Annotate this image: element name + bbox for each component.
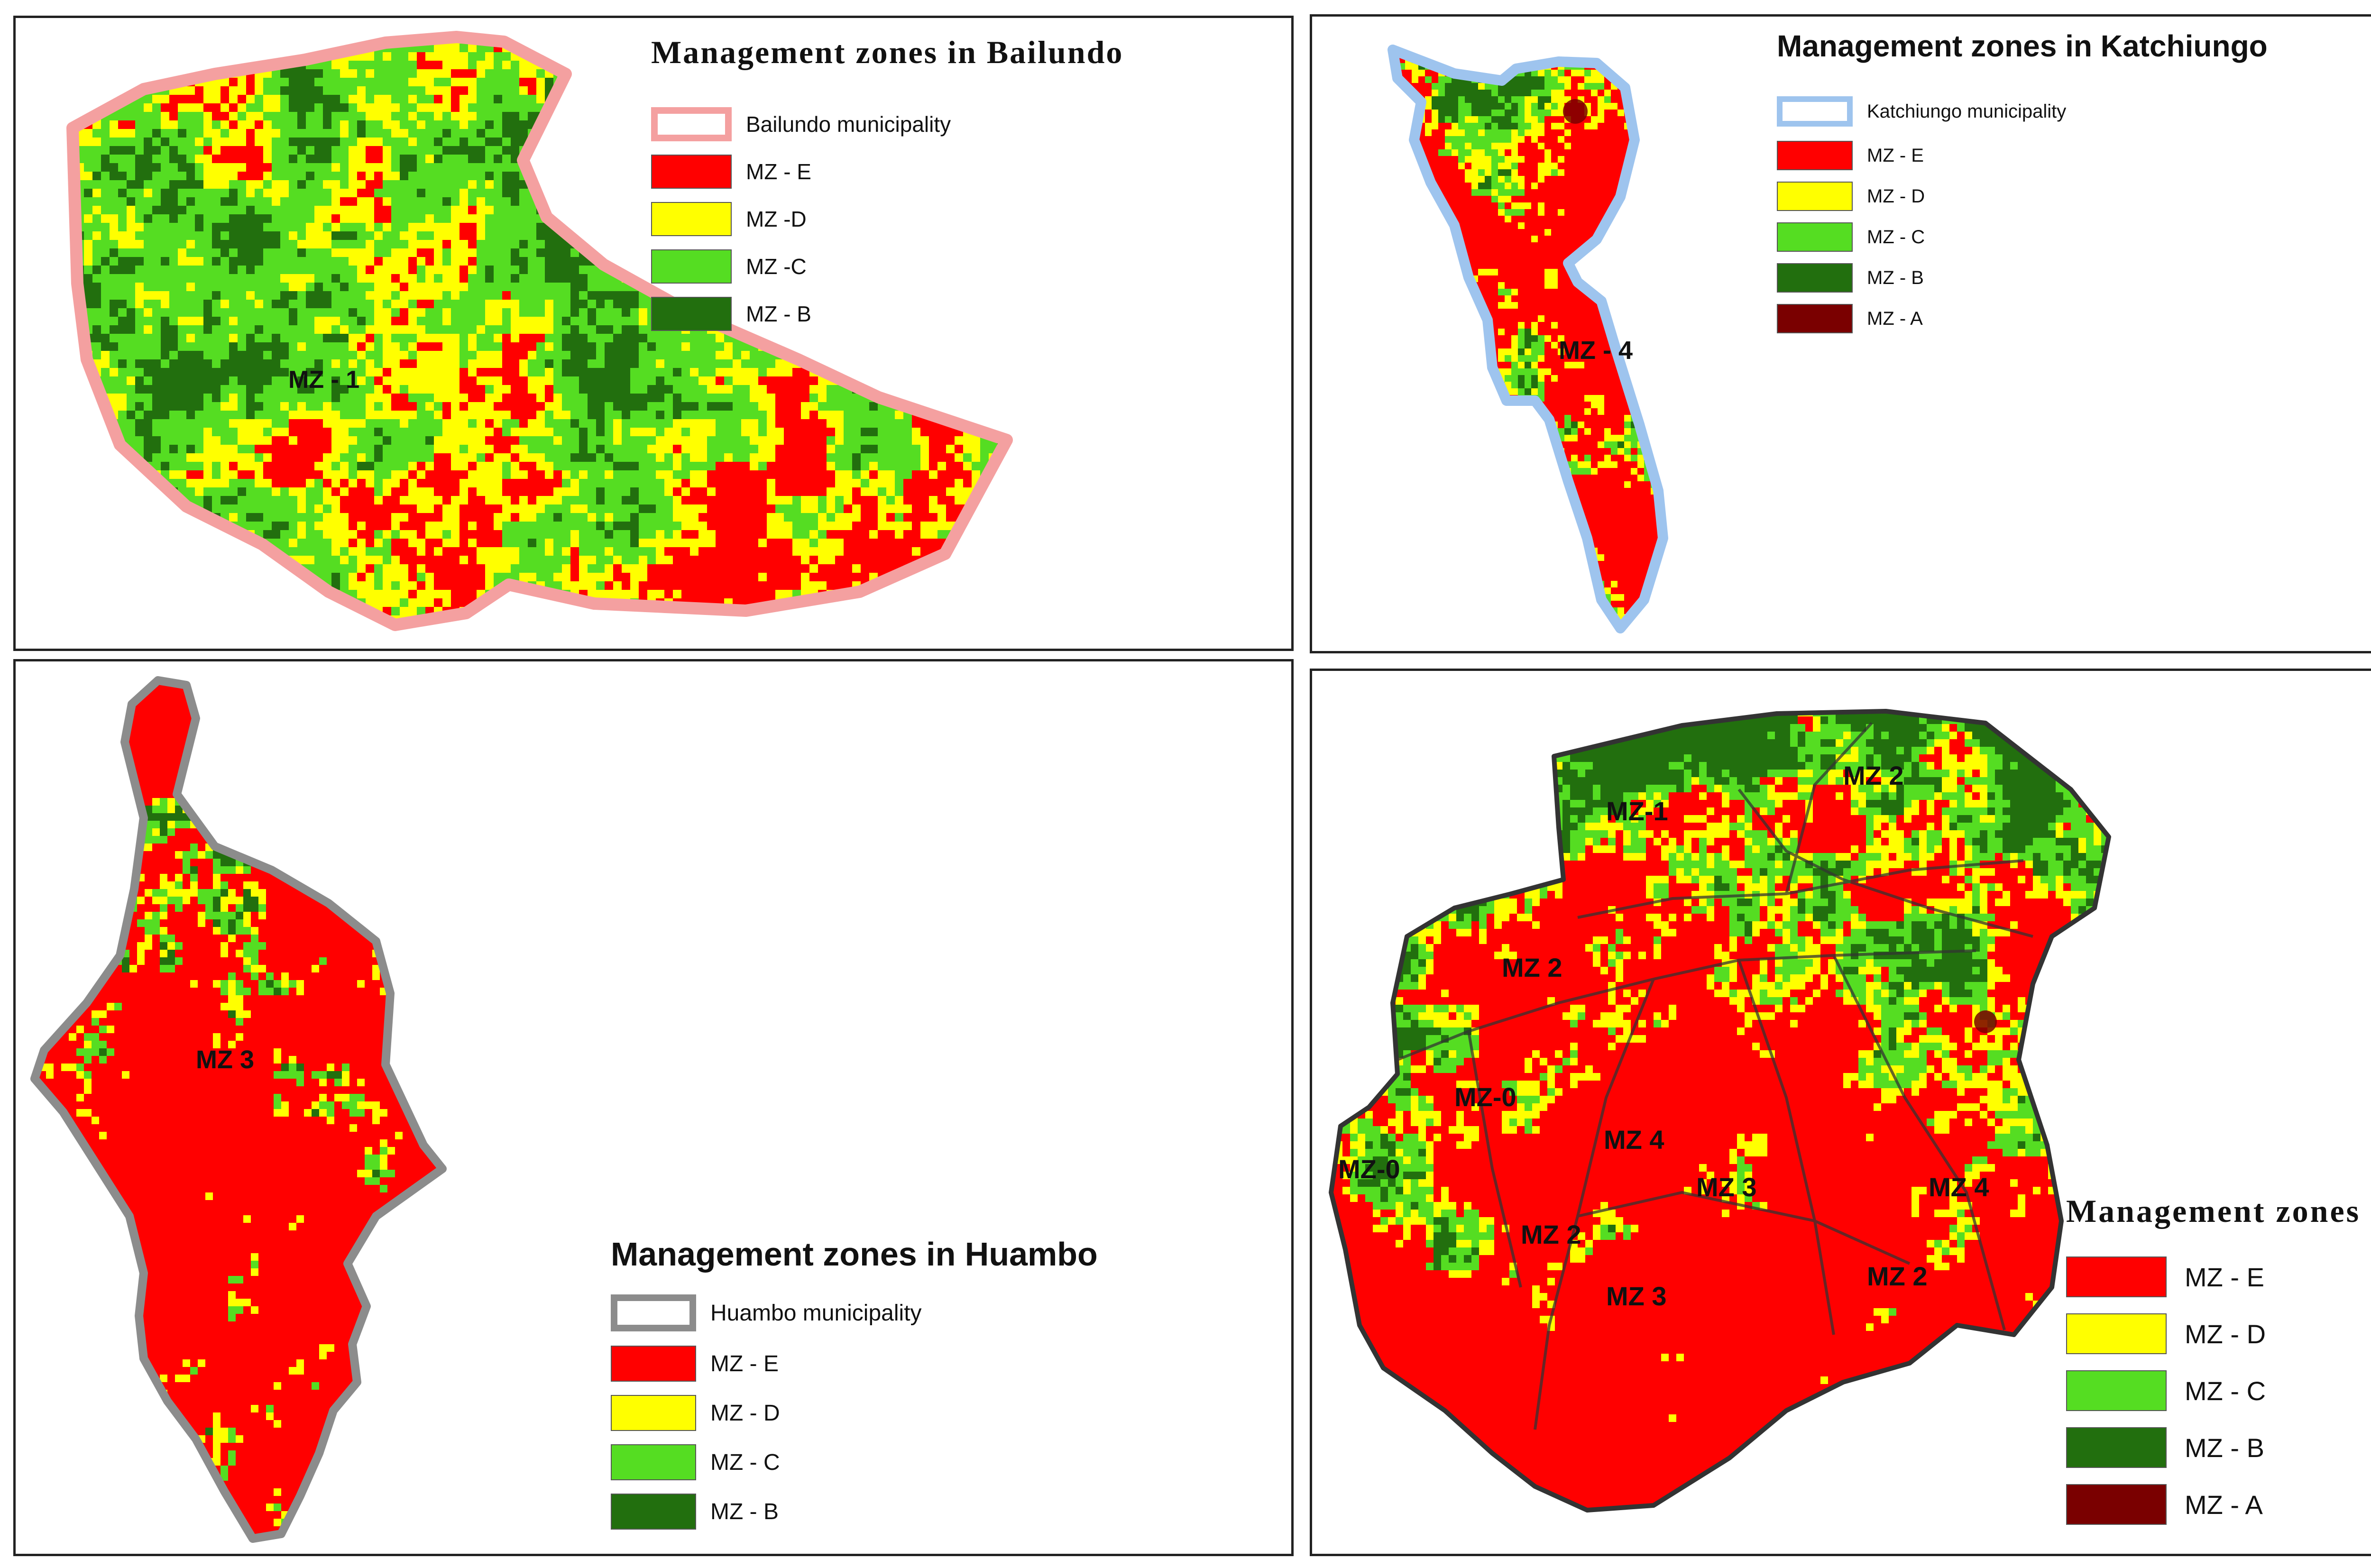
zones-label-9: MZ 2 [1521, 1220, 1581, 1249]
bailundo-legend-title: Management zones in Bailundo [651, 36, 1287, 68]
zones-legend-d: MZ - D [2066, 1313, 2266, 1354]
huambo-map: MZ 3 [16, 661, 1294, 1556]
zones-class-b: MZ - B [2185, 1432, 2264, 1463]
zones-map: MZ-1 MZ 2 MZ 2 MZ-0 MZ-0 MZ 4 MZ 3 MZ 4 … [1312, 671, 2371, 1556]
zones-class-d: MZ - D [2185, 1319, 2266, 1349]
bailundo-class-b: MZ - B [746, 301, 811, 327]
katchiungo-swatch-a [1777, 304, 1853, 333]
huambo-class-e: MZ - E [710, 1351, 779, 1377]
zones-label-10: MZ 2 [1867, 1261, 1928, 1291]
huambo-municipality-swatch [611, 1294, 696, 1331]
huambo-legend-municipality: Huambo municipality [611, 1294, 922, 1331]
katchiungo-legend: Management zones in Katchiungo Katchiung… [1777, 31, 2371, 344]
zones-swatch-d [2066, 1313, 2167, 1354]
bailundo-legend-municipality: Bailundo municipality [651, 107, 951, 141]
huambo-legend-e: MZ - E [611, 1346, 779, 1382]
bailundo-legend-c: MZ -C [651, 249, 807, 284]
bailundo-class-d: MZ -D [746, 206, 807, 232]
zones-label-6: MZ 4 [1604, 1125, 1664, 1155]
huambo-legend-b: MZ - B [611, 1494, 779, 1530]
huambo-class-d: MZ - D [710, 1400, 780, 1426]
katchiungo-municipality-swatch [1777, 96, 1853, 127]
katchiungo-class-b: MZ - B [1867, 267, 1924, 289]
katchiungo-legend-b: MZ - B [1777, 263, 1924, 293]
katchiungo-legend-municipality: Katchiungo municipality [1777, 96, 2066, 127]
zones-class-a: MZ - A [2185, 1489, 2263, 1520]
bailundo-municipality-swatch [651, 107, 732, 141]
huambo-legend: Management zones in Huambo Huambo munici… [611, 1238, 1275, 1541]
huambo-class-b: MZ - B [710, 1499, 779, 1525]
bailundo-map: MZ - 1 [16, 18, 1294, 651]
bailundo-legend: Management zones in Bailundo Bailundo mu… [651, 36, 1287, 358]
bailundo-swatch-d [651, 202, 732, 236]
katchiungo-panel: MZ - 4 Management zones in Katchiungo Ka… [1310, 14, 2371, 653]
huambo-municipality-label: Huambo municipality [710, 1300, 922, 1326]
zones-swatch-e [2066, 1256, 2167, 1297]
bailundo-municipality-label: Bailundo municipality [746, 111, 951, 137]
huambo-legend-d: MZ - D [611, 1395, 780, 1431]
huambo-class-c: MZ - C [710, 1449, 780, 1476]
katchiungo-class-c: MZ - C [1867, 227, 1925, 248]
bailundo-class-e: MZ - E [746, 159, 811, 184]
huambo-swatch-b [611, 1494, 696, 1530]
katchiungo-map: MZ - 4 [1312, 17, 2371, 653]
zones-legend-c: MZ - C [2066, 1370, 2266, 1411]
huambo-swatch-c [611, 1444, 696, 1480]
katchiungo-swatch-e [1777, 141, 1853, 170]
huambo-legend-title: Management zones in Huambo [611, 1238, 1275, 1271]
zones-label-3: MZ 2 [1502, 953, 1562, 982]
zones-label-7: MZ 3 [1696, 1172, 1757, 1202]
bailundo-swatch-e [651, 155, 732, 189]
zones-label-8: MZ 4 [1929, 1172, 1989, 1202]
katchiungo-swatch-b [1777, 263, 1853, 293]
bailundo-zone-label: MZ - 1 [288, 366, 359, 394]
zones-panel: MZ-1 MZ 2 MZ 2 MZ-0 MZ-0 MZ 4 MZ 3 MZ 4 … [1310, 669, 2371, 1556]
bailundo-panel: MZ - 1 Management zones in Bailundo Bail… [13, 16, 1294, 651]
huambo-legend-c: MZ - C [611, 1444, 780, 1480]
katchiungo-legend-a: MZ - A [1777, 304, 1923, 333]
katchiungo-legend-c: MZ - C [1777, 222, 1925, 252]
katchiungo-class-e: MZ - E [1867, 145, 1924, 166]
katchiungo-municipality-label: Katchiungo municipality [1867, 101, 2066, 122]
bailundo-legend-e: MZ - E [651, 155, 811, 189]
zones-legend-e: MZ - E [2066, 1256, 2264, 1297]
katchiungo-legend-d: MZ - D [1777, 182, 1925, 211]
zones-label-11: MZ 3 [1606, 1281, 1667, 1311]
zones-legend-a: MZ - A [2066, 1484, 2263, 1525]
katchiungo-class-a: MZ - A [1867, 308, 1923, 330]
zones-label-2: MZ 2 [1843, 761, 1904, 790]
zones-label-5: MZ-0 [1338, 1154, 1400, 1184]
zones-swatch-c [2066, 1370, 2167, 1411]
katchiungo-swatch-d [1777, 182, 1853, 211]
katchiungo-class-d: MZ - D [1867, 186, 1925, 207]
bailundo-legend-d: MZ -D [651, 202, 807, 236]
zones-legend: Management zones MZ - E MZ - D MZ - C MZ… [2066, 1195, 2371, 1554]
zones-legend-title: Management zones [2066, 1195, 2371, 1227]
zones-class-c: MZ - C [2185, 1375, 2266, 1406]
huambo-zone-label: MZ 3 [196, 1045, 254, 1074]
huambo-swatch-e [611, 1346, 696, 1382]
katchiungo-swatch-c [1777, 222, 1853, 252]
katchiungo-zone-label: MZ - 4 [1559, 336, 1633, 365]
bailundo-swatch-c [651, 249, 732, 284]
zones-class-e: MZ - E [2185, 1262, 2264, 1293]
huambo-panel: MZ 3 Management zones in Huambo Huambo m… [13, 659, 1294, 1556]
zones-legend-b: MZ - B [2066, 1427, 2264, 1468]
bailundo-swatch-b [651, 297, 732, 331]
zones-label-1: MZ-1 [1606, 796, 1668, 826]
zones-swatch-a [2066, 1484, 2167, 1525]
huambo-swatch-d [611, 1395, 696, 1431]
katchiungo-legend-title: Management zones in Katchiungo [1777, 31, 2371, 61]
bailundo-legend-b: MZ - B [651, 297, 811, 331]
bailundo-class-c: MZ -C [746, 254, 807, 279]
zones-swatch-b [2066, 1427, 2167, 1468]
katchiungo-legend-e: MZ - E [1777, 141, 1924, 170]
zones-label-4: MZ-0 [1454, 1082, 1516, 1112]
